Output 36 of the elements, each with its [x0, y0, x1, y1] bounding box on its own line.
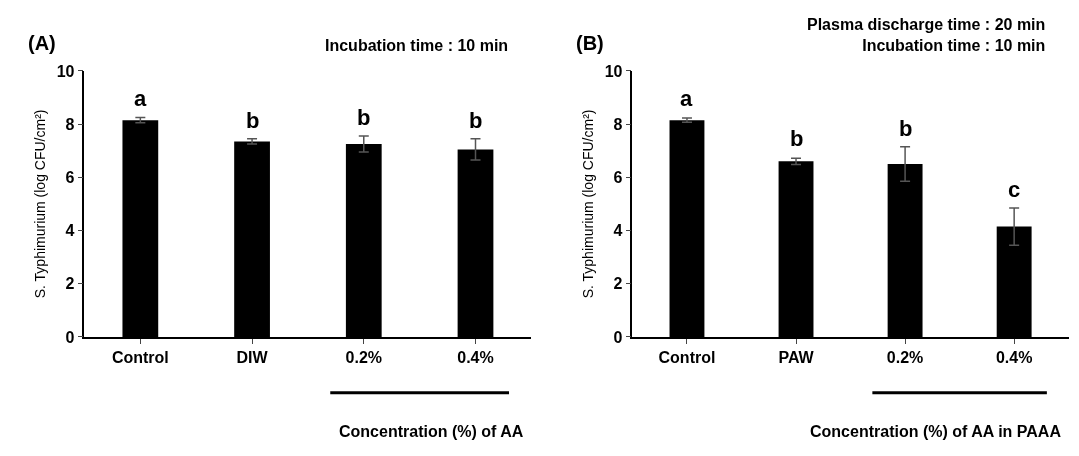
- x-axis-title: Concentration (%) of AA: [339, 423, 524, 440]
- x-tick-label: Control: [658, 348, 716, 366]
- x-tick-label: 0.2%: [345, 348, 383, 366]
- annotation: b: [899, 116, 913, 141]
- x-tick-label: PAW: [778, 348, 815, 366]
- annotation: b: [357, 105, 371, 130]
- x-tick-label: 0.4%: [457, 348, 494, 366]
- y-tick-label: 4: [65, 222, 75, 240]
- x-tick-label: Control: [111, 348, 169, 366]
- y-tick-label: 0: [613, 328, 623, 346]
- annotation: c: [1008, 177, 1021, 202]
- annotation: b: [469, 108, 483, 133]
- x-tick-label: 0.4%: [995, 348, 1033, 366]
- annotation: b: [790, 126, 804, 151]
- chart-title: (A): [28, 32, 56, 54]
- annotation: a: [134, 86, 147, 111]
- y-tick-label: 10: [56, 62, 75, 80]
- y-tick-label: 8: [65, 115, 75, 133]
- y-tick-label: 0: [65, 328, 75, 346]
- y-tick-label: 2: [613, 275, 623, 293]
- annotation: a: [680, 86, 693, 111]
- x-axis-title: Concentration (%) of AA in PAAA: [810, 423, 1062, 440]
- x-tick-label: 0.2%: [886, 348, 924, 366]
- chart-title: (B): [576, 32, 604, 54]
- y-axis-title: S. Typhimurium (log CFU/cm²): [579, 109, 596, 299]
- annotation: b: [246, 108, 260, 133]
- x-tick-label: DIW: [236, 348, 269, 366]
- y-axis-title: S. Typhimurium (log CFU/cm²): [31, 109, 48, 299]
- chart-subtitle: Plasma discharge time : 20 min Incubation time : 10 min: [807, 16, 1046, 54]
- chart-subtitle: Incubation time : 10 min: [325, 37, 509, 54]
- y-tick-label: 6: [65, 168, 75, 186]
- y-tick-label: 4: [613, 222, 623, 240]
- y-tick-label: 8: [613, 115, 623, 133]
- y-tick-label: 2: [65, 275, 75, 293]
- y-tick-label: 6: [613, 168, 623, 186]
- y-tick-label: 10: [604, 62, 623, 80]
